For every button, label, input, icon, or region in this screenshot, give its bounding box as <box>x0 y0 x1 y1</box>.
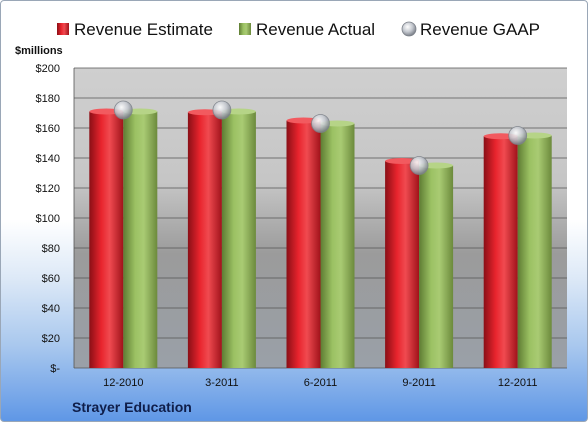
legend-symbol-revenue-estimate <box>57 23 69 35</box>
bar-revenue-actual <box>123 111 158 368</box>
x-tick-label: 12-2011 <box>498 377 538 389</box>
x-tick-label: 9-2011 <box>402 377 435 389</box>
y-tick-label: $80 <box>42 243 60 255</box>
legend-symbol-revenue-gaap <box>401 21 417 37</box>
y-tick-label: $100 <box>36 213 60 225</box>
bar-revenue-actual <box>320 123 355 368</box>
bar-revenue-actual <box>221 111 256 368</box>
bar-revenue-actual <box>517 135 552 368</box>
y-tick-label: $200 <box>36 63 60 75</box>
legend-symbol-revenue-actual <box>239 23 251 35</box>
x-tick-label: 12-2010 <box>103 377 143 389</box>
marker-revenue-gaap <box>311 114 330 133</box>
y-tick-label: $- <box>50 363 60 375</box>
bar-revenue-actual <box>419 165 454 368</box>
marker-revenue-gaap <box>409 156 429 175</box>
y-tick-label: $40 <box>42 303 60 315</box>
y-tick-label: $140 <box>36 153 60 165</box>
bar-revenue-estimate <box>385 161 420 368</box>
bar-revenue-estimate <box>286 120 321 368</box>
bar-revenue-estimate <box>89 111 124 368</box>
legend-label: Revenue GAAP <box>420 20 540 39</box>
marker-revenue-gaap <box>212 100 232 120</box>
x-tick-label: 3-2011 <box>205 377 238 389</box>
bar-revenue-estimate <box>187 112 222 368</box>
y-axis-label: $millions <box>15 45 63 57</box>
y-tick-label: $20 <box>42 333 60 345</box>
company-label: Strayer Education <box>72 399 192 415</box>
legend-label: Revenue Estimate <box>74 20 213 39</box>
y-tick-label: $180 <box>36 93 60 105</box>
marker-revenue-gaap <box>113 100 133 120</box>
x-tick-label: 6-2011 <box>304 377 337 389</box>
marker-revenue-gaap <box>508 126 528 145</box>
legend-label: Revenue Actual <box>256 20 375 39</box>
y-tick-label: $120 <box>36 183 60 195</box>
bar-revenue-estimate <box>483 136 518 368</box>
y-tick-label: $60 <box>42 273 60 285</box>
y-tick-label: $160 <box>36 123 60 135</box>
